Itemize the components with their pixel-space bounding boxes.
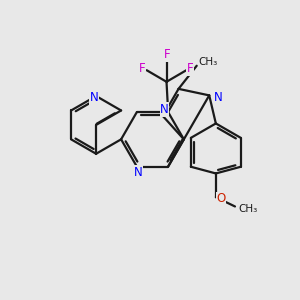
- Text: F: F: [164, 48, 171, 61]
- Text: N: N: [214, 91, 223, 103]
- Text: F: F: [138, 62, 145, 75]
- Text: CH₃: CH₃: [199, 57, 218, 67]
- Text: N: N: [90, 91, 99, 104]
- Text: N: N: [134, 166, 143, 179]
- Text: O: O: [216, 192, 225, 206]
- Text: N: N: [160, 103, 169, 116]
- Text: F: F: [187, 62, 194, 75]
- Text: CH₃: CH₃: [238, 204, 257, 214]
